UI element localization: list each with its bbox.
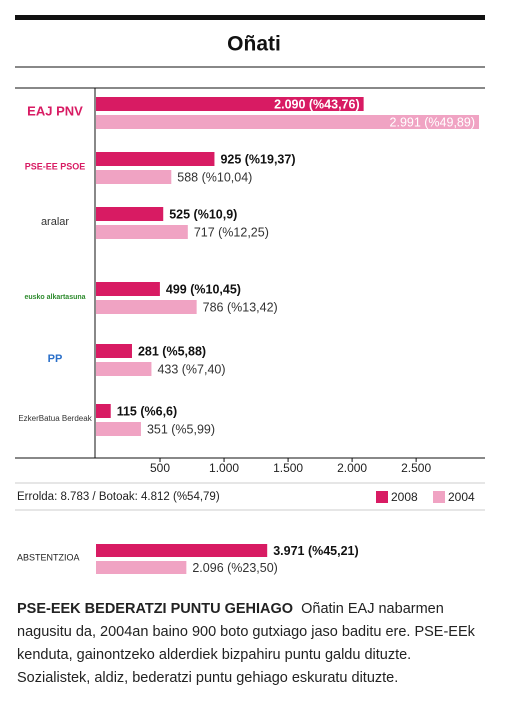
infographic: Oñati EAJ PNV 2.090 (%43,76) 2.991 (%49,89… <box>15 15 485 575</box>
bar <box>96 115 480 129</box>
headline: PSE-EEK BEDERATZI PUNTU GEHIAGO <box>17 601 294 617</box>
top-rule <box>15 15 485 20</box>
value-label: 525 (%10,9) <box>169 207 237 221</box>
x-tick-label: 1.000 <box>209 461 239 475</box>
bar <box>96 225 188 239</box>
party-logo: EzkerBatua Berdeak <box>18 414 92 423</box>
bar <box>96 207 164 221</box>
legend-swatch <box>376 491 388 503</box>
bar <box>96 170 172 184</box>
legend-swatch <box>433 491 445 503</box>
category-label: ABSTENTZIOA <box>17 552 80 562</box>
value-label: 588 (%10,04) <box>177 170 252 184</box>
bar <box>96 344 132 358</box>
bar <box>96 404 111 418</box>
bar <box>96 544 268 557</box>
bar <box>96 422 141 436</box>
value-label: 717 (%12,25) <box>194 225 269 239</box>
bar <box>96 300 197 314</box>
party-logo: eusko alkartasuna <box>24 294 85 301</box>
value-label: 281 (%5,88) <box>138 344 206 358</box>
x-tick-label: 1.500 <box>273 461 303 475</box>
value-label: 499 (%10,45) <box>166 282 241 296</box>
party-logo: EAJ PNV <box>27 103 83 118</box>
bar <box>96 561 187 574</box>
title: Oñati <box>227 33 281 56</box>
party-logo: PSE-EE PSOE <box>25 161 86 171</box>
value-label: 2.096 (%23,50) <box>192 561 277 575</box>
value-label: 2.991 (%49,89) <box>390 115 475 129</box>
legend-label: 2004 <box>448 490 475 504</box>
bar <box>96 282 160 296</box>
value-label: 3.971 (%45,21) <box>273 544 358 558</box>
bar <box>96 362 152 376</box>
value-label: 786 (%13,42) <box>203 300 278 314</box>
x-tick-label: 2.000 <box>337 461 367 475</box>
party-logo: PP <box>48 353 63 365</box>
value-label: 925 (%19,37) <box>220 152 295 166</box>
note: Errolda: 8.783 / Botoak: 4.812 (%54,79) <box>17 491 220 503</box>
value-label: 2.090 (%43,76) <box>274 97 359 111</box>
summary: PSE-EEK BEDERATZI PUNTU GEHIAGO Oñatin E… <box>17 598 487 690</box>
bar <box>96 152 215 166</box>
value-label: 351 (%5,99) <box>147 422 215 436</box>
body-text: Oñatin EAJ nabarmen nagusitu da, 2004an … <box>17 601 475 686</box>
x-tick-label: 500 <box>150 461 170 475</box>
value-label: 115 (%6,6) <box>117 404 177 418</box>
value-label: 433 (%7,40) <box>157 362 225 376</box>
x-tick-label: 2.500 <box>401 461 431 475</box>
bar <box>96 97 364 111</box>
party-logo: aralar <box>41 216 69 228</box>
legend-label: 2008 <box>391 490 418 504</box>
